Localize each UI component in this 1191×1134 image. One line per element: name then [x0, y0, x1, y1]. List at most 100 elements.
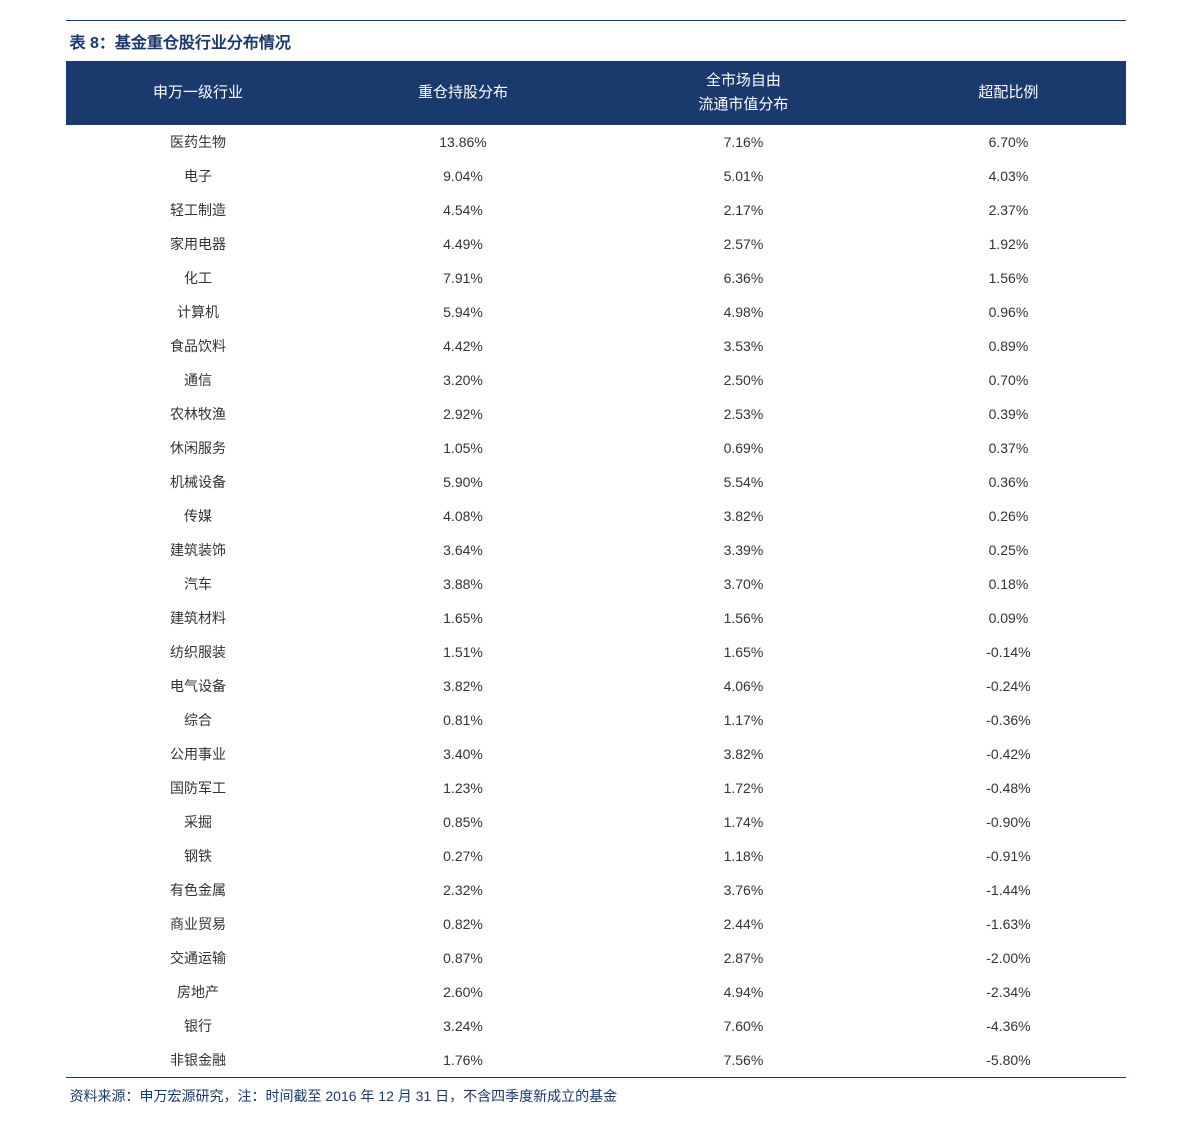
cell-market: 4.98%	[596, 295, 892, 329]
cell-market: 2.57%	[596, 227, 892, 261]
cell-holding: 0.81%	[331, 703, 596, 737]
cell-holding: 3.40%	[331, 737, 596, 771]
cell-market: 2.53%	[596, 397, 892, 431]
table-row: 采掘0.85%1.74%-0.90%	[66, 805, 1126, 839]
table-row: 医药生物13.86%7.16%6.70%	[66, 125, 1126, 159]
cell-industry: 化工	[66, 261, 331, 295]
table-row: 非银金融1.76%7.56%-5.80%	[66, 1043, 1126, 1077]
cell-holding: 1.76%	[331, 1043, 596, 1077]
cell-holding: 0.82%	[331, 907, 596, 941]
cell-over: 0.18%	[891, 567, 1125, 601]
cell-market: 3.53%	[596, 329, 892, 363]
cell-market: 1.18%	[596, 839, 892, 873]
col-header-market-line2: 流通市值分布	[698, 96, 788, 113]
cell-holding: 1.23%	[331, 771, 596, 805]
col-header-market-line1: 全市场自由	[706, 72, 781, 89]
cell-holding: 4.54%	[331, 193, 596, 227]
cell-industry: 纺织服装	[66, 635, 331, 669]
cell-over: -0.14%	[891, 635, 1125, 669]
cell-market: 5.01%	[596, 159, 892, 193]
cell-industry: 医药生物	[66, 125, 331, 159]
cell-market: 2.44%	[596, 907, 892, 941]
table-header: 申万一级行业 重仓持股分布 全市场自由 流通市值分布 超配比例	[66, 61, 1126, 125]
cell-over: -2.34%	[891, 975, 1125, 1009]
cell-holding: 3.24%	[331, 1009, 596, 1043]
cell-industry: 商业贸易	[66, 907, 331, 941]
table-row: 计算机5.94%4.98%0.96%	[66, 295, 1126, 329]
cell-over: -4.36%	[891, 1009, 1125, 1043]
cell-over: -5.80%	[891, 1043, 1125, 1077]
cell-market: 7.60%	[596, 1009, 892, 1043]
cell-industry: 休闲服务	[66, 431, 331, 465]
cell-market: 2.50%	[596, 363, 892, 397]
cell-market: 3.76%	[596, 873, 892, 907]
table-row: 商业贸易0.82%2.44%-1.63%	[66, 907, 1126, 941]
cell-market: 2.87%	[596, 941, 892, 975]
table-row: 轻工制造4.54%2.17%2.37%	[66, 193, 1126, 227]
cell-industry: 建筑材料	[66, 601, 331, 635]
cell-holding: 5.90%	[331, 465, 596, 499]
table-body: 医药生物13.86%7.16%6.70%电子9.04%5.01%4.03%轻工制…	[66, 125, 1126, 1077]
table-row: 传媒4.08%3.82%0.26%	[66, 499, 1126, 533]
cell-market: 4.06%	[596, 669, 892, 703]
table-row: 纺织服装1.51%1.65%-0.14%	[66, 635, 1126, 669]
cell-over: 0.25%	[891, 533, 1125, 567]
cell-over: 0.96%	[891, 295, 1125, 329]
cell-holding: 3.88%	[331, 567, 596, 601]
table-row: 房地产2.60%4.94%-2.34%	[66, 975, 1126, 1009]
cell-market: 3.82%	[596, 499, 892, 533]
cell-industry: 电子	[66, 159, 331, 193]
cell-industry: 机械设备	[66, 465, 331, 499]
cell-over: -0.42%	[891, 737, 1125, 771]
cell-industry: 钢铁	[66, 839, 331, 873]
cell-over: 2.37%	[891, 193, 1125, 227]
cell-holding: 0.87%	[331, 941, 596, 975]
cell-holding: 3.64%	[331, 533, 596, 567]
cell-market: 6.36%	[596, 261, 892, 295]
cell-industry: 有色金属	[66, 873, 331, 907]
cell-over: 0.26%	[891, 499, 1125, 533]
cell-industry: 计算机	[66, 295, 331, 329]
cell-over: 1.92%	[891, 227, 1125, 261]
col-header-over: 超配比例	[891, 61, 1125, 125]
cell-over: -0.24%	[891, 669, 1125, 703]
cell-industry: 电气设备	[66, 669, 331, 703]
table-row: 建筑装饰3.64%3.39%0.25%	[66, 533, 1126, 567]
table-row: 农林牧渔2.92%2.53%0.39%	[66, 397, 1126, 431]
industry-distribution-table: 申万一级行业 重仓持股分布 全市场自由 流通市值分布 超配比例 医药生物13.8…	[66, 61, 1126, 1077]
source-footer: 资料来源：申万宏源研究，注：时间截至 2016 年 12 月 31 日，不含四季…	[66, 1077, 1126, 1114]
cell-market: 0.69%	[596, 431, 892, 465]
cell-over: 0.89%	[891, 329, 1125, 363]
col-header-holding: 重仓持股分布	[331, 61, 596, 125]
cell-over: -0.91%	[891, 839, 1125, 873]
cell-industry: 农林牧渔	[66, 397, 331, 431]
cell-market: 7.16%	[596, 125, 892, 159]
table-row: 银行3.24%7.60%-4.36%	[66, 1009, 1126, 1043]
cell-industry: 汽车	[66, 567, 331, 601]
cell-market: 5.54%	[596, 465, 892, 499]
cell-holding: 1.65%	[331, 601, 596, 635]
cell-industry: 家用电器	[66, 227, 331, 261]
cell-market: 1.72%	[596, 771, 892, 805]
cell-over: 0.39%	[891, 397, 1125, 431]
cell-industry: 传媒	[66, 499, 331, 533]
cell-holding: 4.42%	[331, 329, 596, 363]
cell-industry: 交通运输	[66, 941, 331, 975]
cell-over: 0.70%	[891, 363, 1125, 397]
cell-industry: 采掘	[66, 805, 331, 839]
col-header-market: 全市场自由 流通市值分布	[596, 61, 892, 125]
cell-holding: 5.94%	[331, 295, 596, 329]
table-row: 机械设备5.90%5.54%0.36%	[66, 465, 1126, 499]
table-row: 电子9.04%5.01%4.03%	[66, 159, 1126, 193]
cell-industry: 建筑装饰	[66, 533, 331, 567]
table-row: 食品饮料4.42%3.53%0.89%	[66, 329, 1126, 363]
table-row: 交通运输0.87%2.87%-2.00%	[66, 941, 1126, 975]
table-row: 国防军工1.23%1.72%-0.48%	[66, 771, 1126, 805]
cell-over: -1.63%	[891, 907, 1125, 941]
cell-industry: 国防军工	[66, 771, 331, 805]
cell-over: -1.44%	[891, 873, 1125, 907]
table-row: 综合0.81%1.17%-0.36%	[66, 703, 1126, 737]
table-row: 休闲服务1.05%0.69%0.37%	[66, 431, 1126, 465]
cell-industry: 房地产	[66, 975, 331, 1009]
table-row: 有色金属2.32%3.76%-1.44%	[66, 873, 1126, 907]
